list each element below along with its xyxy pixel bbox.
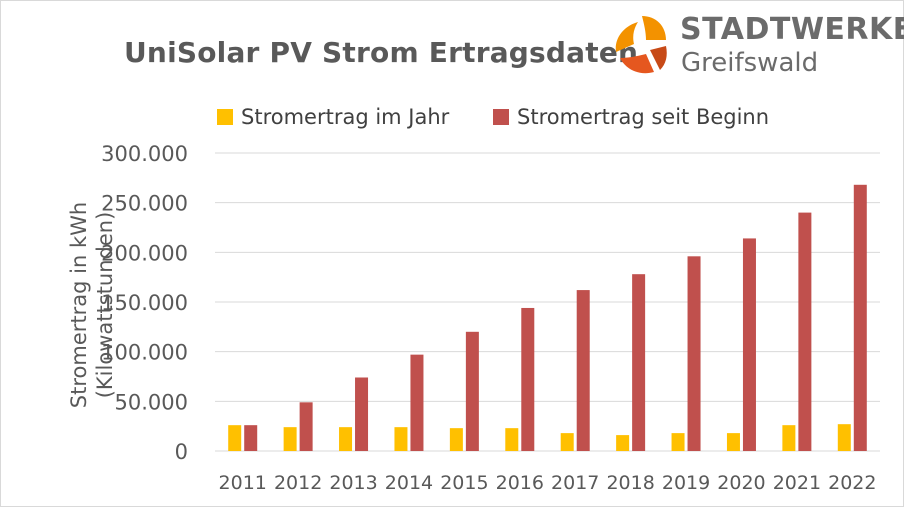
legend-swatch-cumulative xyxy=(493,109,509,125)
bar-annual xyxy=(616,435,630,451)
x-tick-label: 2019 xyxy=(662,472,710,494)
x-tick-label: 2020 xyxy=(717,472,765,494)
bar-annual xyxy=(394,427,408,451)
y-tick-label: 150.000 xyxy=(101,291,188,315)
x-tick-label: 2017 xyxy=(551,472,599,494)
bar-cumulative xyxy=(355,377,369,451)
bar-cumulative xyxy=(410,354,424,451)
x-tick-label: 2016 xyxy=(496,472,544,494)
y-tick-label: 200.000 xyxy=(101,241,188,265)
legend-swatch-annual xyxy=(217,109,233,125)
bar-annual xyxy=(782,425,796,451)
logo-petal-left xyxy=(615,22,638,52)
legend-item-cumulative: Stromertrag seit Beginn xyxy=(493,103,769,131)
bar-annual xyxy=(671,433,685,451)
logo-petal-top xyxy=(642,16,666,40)
legend-item-annual: Stromertrag im Jahr xyxy=(217,103,449,131)
bar-cumulative xyxy=(853,184,867,451)
bar-cumulative xyxy=(244,425,258,451)
x-tick-label: 2011 xyxy=(219,472,267,494)
x-tick-label: 2015 xyxy=(440,472,488,494)
bar-annual xyxy=(560,433,574,451)
x-tick-label: 2018 xyxy=(606,472,654,494)
y-tick-label: 0 xyxy=(175,440,188,464)
x-tick-label: 2012 xyxy=(274,472,322,494)
legend-label-cumulative: Stromertrag seit Beginn xyxy=(517,105,770,129)
bar-annual xyxy=(726,433,740,451)
bar-cumulative xyxy=(576,290,590,451)
x-tick-label: 2014 xyxy=(385,472,433,494)
bar-annual xyxy=(228,425,242,451)
y-tick-label: 250.000 xyxy=(101,192,188,216)
y-tick-label: 50.000 xyxy=(115,390,188,414)
bar-annual xyxy=(837,424,851,451)
bar-annual xyxy=(339,427,353,451)
logo-city: Greifswald xyxy=(681,48,819,78)
logo-petal-bottom xyxy=(620,54,654,74)
bar-annual xyxy=(505,428,519,451)
logo-name: STADTWERKE xyxy=(680,12,904,47)
x-tick-label: 2021 xyxy=(773,472,821,494)
bar-cumulative xyxy=(299,402,313,451)
bar-cumulative xyxy=(465,331,479,451)
bar-cumulative xyxy=(798,212,812,451)
bar-annual xyxy=(449,428,463,451)
y-tick-label: 300.000 xyxy=(101,142,188,166)
bar-annual xyxy=(283,427,297,451)
bar-cumulative xyxy=(687,256,701,451)
chart-title: UniSolar PV Strom Ertragsdaten xyxy=(124,36,639,69)
x-tick-label: 2013 xyxy=(329,472,377,494)
logo-petal-right xyxy=(650,46,667,70)
legend-label-annual: Stromertrag im Jahr xyxy=(241,105,450,129)
y-tick-label: 100.000 xyxy=(101,341,188,365)
bar-cumulative xyxy=(742,238,756,451)
bar-cumulative xyxy=(632,274,646,451)
bar-cumulative xyxy=(521,307,535,451)
x-tick-label: 2022 xyxy=(828,472,876,494)
stadtwerke-logo-mark xyxy=(615,16,667,74)
